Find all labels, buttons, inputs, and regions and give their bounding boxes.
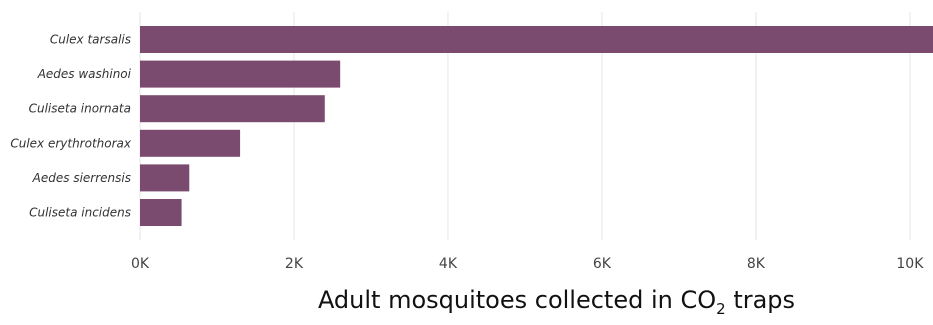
x-axis-title-tail: traps — [725, 286, 796, 314]
category-label: Aedes sierrensis — [32, 171, 131, 185]
bars — [140, 26, 933, 226]
x-tick-label: 8K — [747, 256, 766, 272]
category-label: Aedes washinoi — [37, 67, 132, 81]
category-labels: Culex tarsalis Aedes washinoi Culiseta ino… — [10, 33, 132, 220]
x-tick-labels: 0K 2K 4K 6K 8K 10K — [131, 256, 924, 272]
x-tick-label: 10K — [896, 256, 924, 272]
x-tick-label: 0K — [131, 256, 150, 272]
category-label: Culiseta incidens — [29, 206, 131, 220]
bar — [140, 26, 933, 53]
bar — [140, 129, 241, 157]
x-axis-title-subscript: 2 — [716, 299, 726, 318]
x-axis-title-main: Adult mosquitoes collected in CO — [317, 286, 717, 314]
x-tick-label: 4K — [439, 256, 458, 272]
bar — [140, 199, 182, 226]
bar — [140, 164, 190, 192]
category-label: Culex erythrothorax — [10, 136, 132, 150]
bar — [140, 95, 325, 123]
x-tick-label: 6K — [593, 256, 612, 272]
x-axis-title: Adult mosquitoes collected in CO2 traps — [0, 286, 933, 318]
x-tick-label: 2K — [285, 256, 304, 272]
bar — [140, 60, 341, 88]
category-label: Culex tarsalis — [50, 33, 131, 47]
category-label: Culiseta inornata — [29, 102, 131, 116]
